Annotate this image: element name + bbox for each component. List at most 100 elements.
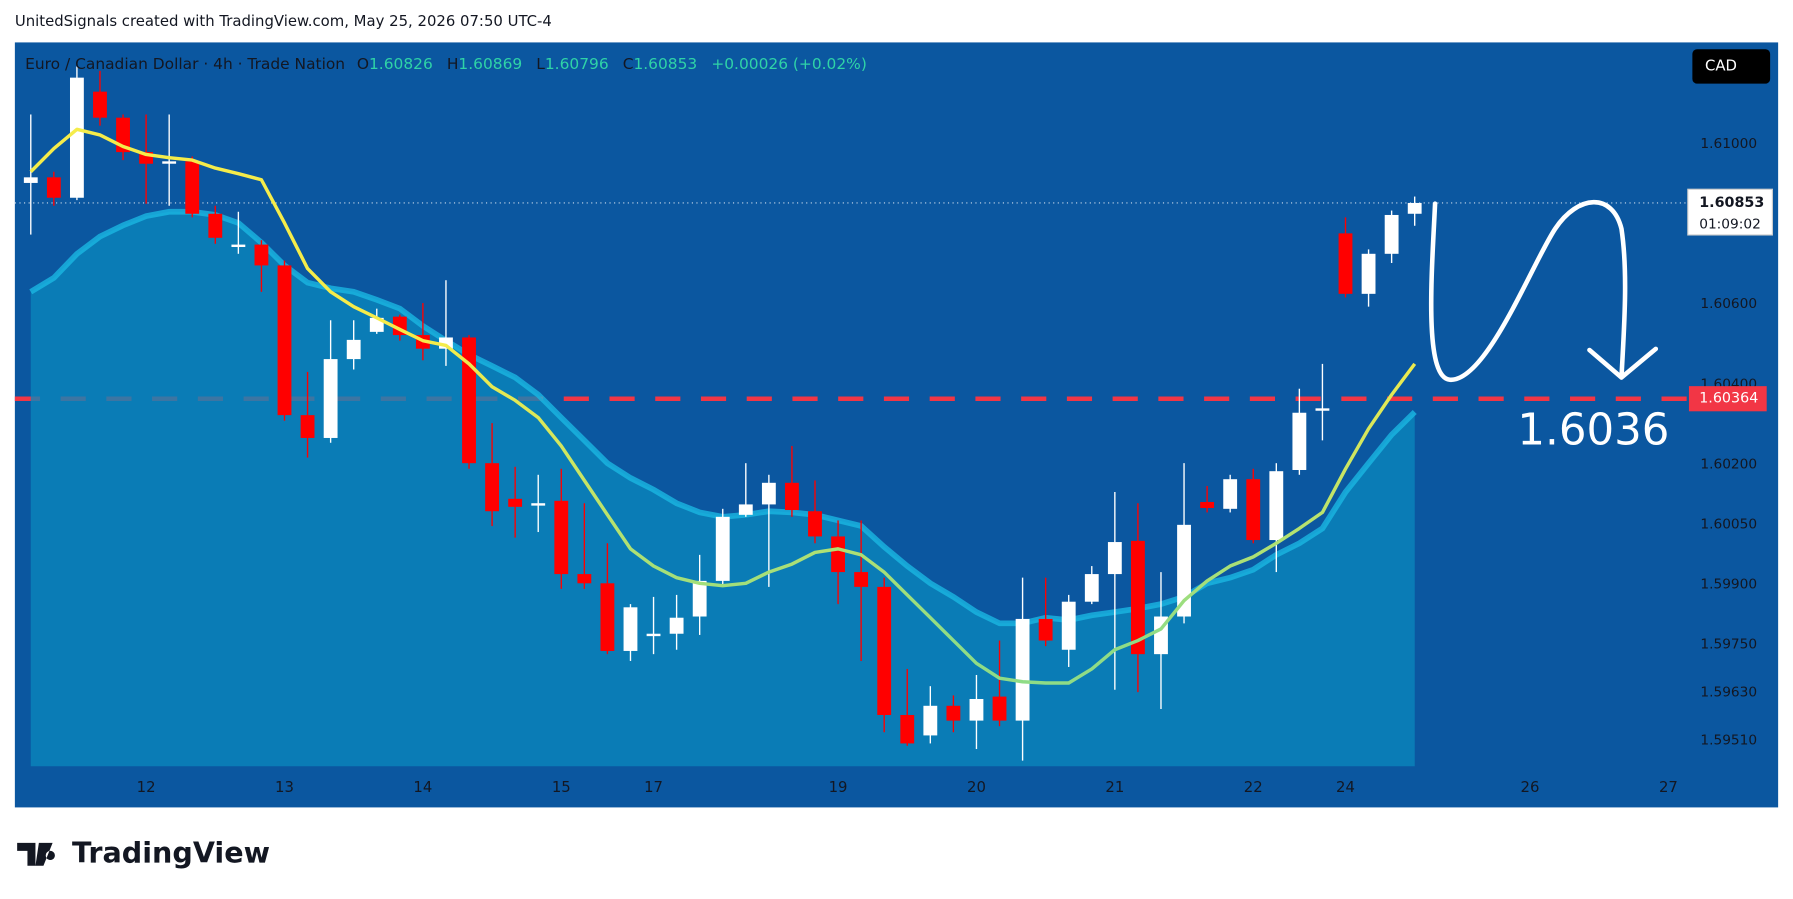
candle-body	[23, 177, 38, 183]
candle-body	[1177, 524, 1191, 617]
candle-body	[785, 482, 799, 511]
h-value: 1.60869	[458, 55, 522, 73]
candle-body	[1200, 502, 1215, 509]
x-tick-label: 26	[1521, 778, 1540, 796]
y-tick-label: 1.60050	[1700, 516, 1757, 532]
candle-body	[1015, 618, 1030, 721]
y-tick-label: 1.60600	[1700, 296, 1757, 312]
candle-body	[715, 516, 730, 581]
candle-body	[300, 415, 315, 438]
o-value: 1.60826	[369, 55, 433, 73]
l-value: 1.60796	[545, 55, 609, 73]
credit: UnitedSignals created with TradingView.c…	[15, 12, 552, 30]
candle-body	[1084, 574, 1099, 602]
candle-body	[923, 705, 938, 736]
candle-body	[761, 482, 776, 505]
candle-body	[831, 536, 845, 573]
candle-body	[946, 705, 961, 721]
candle-body	[877, 586, 892, 716]
x-tick-label: 20	[967, 778, 986, 796]
candle-body	[323, 359, 338, 438]
o-label: O	[357, 55, 369, 73]
candle-body	[1384, 214, 1399, 254]
y-tick-label: 1.59900	[1700, 576, 1757, 592]
x-tick-label: 27	[1659, 778, 1678, 796]
moving-average	[29, 127, 1417, 685]
candle-body	[508, 498, 523, 507]
candle-body	[1338, 233, 1353, 294]
price-tag-label: 1.60853	[1699, 195, 1764, 211]
h-label: H	[447, 55, 459, 73]
x-tick-label: 15	[552, 778, 571, 796]
candle-body	[69, 77, 84, 198]
candle-body	[531, 503, 546, 506]
y-tick-label: 1.60200	[1700, 456, 1757, 472]
x-tick-label: 19	[829, 778, 848, 796]
x-tick-label: 14	[413, 778, 432, 796]
candle-body	[900, 715, 915, 744]
candle-body	[1130, 540, 1145, 655]
candle-body	[600, 583, 615, 651]
candle-body	[969, 698, 984, 721]
candle-body	[46, 177, 61, 198]
y-tick-label: 1.59750	[1700, 637, 1757, 653]
currency-button[interactable]	[1692, 49, 1771, 84]
candle-body	[485, 463, 500, 512]
candle-body	[1292, 412, 1307, 470]
l-label: L	[536, 55, 545, 73]
x-tick-label: 12	[137, 778, 156, 796]
candle-body	[254, 244, 269, 266]
countdown: 01:09:02	[1699, 217, 1761, 233]
footer-logo: TradingView	[17, 835, 270, 869]
candle-body	[623, 607, 638, 651]
legend-header: Euro / Canadian Dollar · 4h · Trade Nati…	[25, 55, 867, 73]
candle-body	[1407, 202, 1422, 214]
candle-body	[162, 161, 177, 164]
x-tick-label: 13	[275, 778, 294, 796]
candle-body	[346, 339, 361, 360]
x-tick-label: 17	[644, 778, 663, 796]
price-tag	[1687, 188, 1773, 236]
c-value: 1.60853	[633, 55, 697, 73]
candle-body	[992, 696, 1007, 721]
x-tick-label: 22	[1244, 778, 1263, 796]
candle-body	[1223, 479, 1238, 509]
candle-body	[577, 574, 592, 584]
symbol: Euro / Canadian Dollar · 4h · Trade Nati…	[25, 55, 345, 73]
logo-icon	[17, 842, 55, 866]
candle-body	[208, 213, 223, 238]
candle-body	[139, 152, 154, 164]
candle-body	[1269, 471, 1284, 541]
candle-body	[277, 265, 292, 416]
candle-body	[1061, 601, 1076, 650]
level-tag	[1688, 386, 1767, 412]
level-tag-label: 1.60364	[1699, 391, 1758, 407]
candle-body	[93, 91, 107, 118]
candle-body	[1038, 618, 1053, 641]
y-tick-label: 1.59510	[1700, 733, 1757, 749]
candle-body	[669, 617, 684, 634]
candle-body	[554, 500, 569, 575]
candle-body	[439, 337, 453, 349]
x-tick-label: 21	[1105, 778, 1124, 796]
arrow-drawing	[1428, 200, 1659, 383]
annotation: 1.6036	[1517, 406, 1669, 456]
candle-body	[1246, 479, 1261, 541]
candle-body	[462, 337, 476, 464]
candle-body	[1361, 253, 1376, 294]
currency-label: CAD	[1705, 56, 1737, 74]
candle-body	[185, 161, 200, 214]
candle-body	[738, 504, 753, 515]
y-tick-label: 1.61000	[1700, 136, 1757, 152]
candle-body	[646, 633, 661, 637]
x-tick-label: 24	[1336, 778, 1355, 796]
change: +0.00026 (+0.02%)	[711, 55, 867, 73]
candle-body	[692, 580, 707, 617]
y-tick-label: 1.59630	[1700, 685, 1757, 701]
c-label: C	[623, 55, 634, 73]
brand: TradingView	[72, 835, 270, 869]
candle-body	[231, 244, 246, 247]
candle-body	[854, 572, 869, 587]
candle-body	[808, 511, 822, 537]
